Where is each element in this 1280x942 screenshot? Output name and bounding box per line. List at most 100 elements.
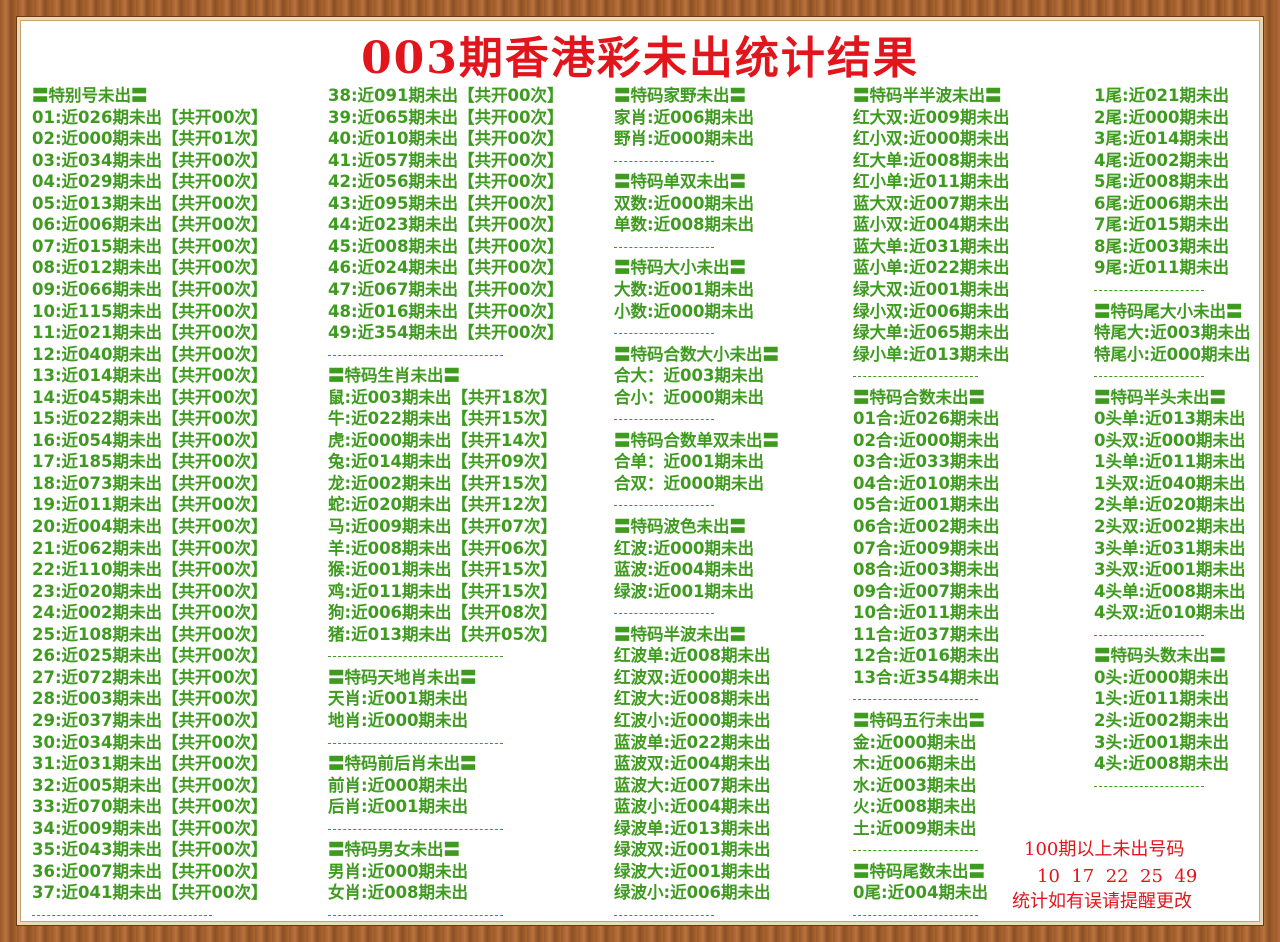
stat-line: 合双：近000期未出 (614, 473, 764, 493)
separator (853, 699, 978, 701)
stat-line: 08合:近003期未出 (853, 560, 1000, 580)
section-heading: 〓特码尾大小未出〓 (1094, 301, 1243, 321)
separator (32, 914, 212, 916)
stat-line: 36:近007期未出【共开00次】 (32, 861, 268, 881)
stat-line: 水:近003期未出 (853, 775, 977, 795)
separator (328, 354, 503, 356)
stat-line: 0头单:近013期未出 (1094, 409, 1246, 429)
stat-line: 34:近009期未出【共开00次】 (32, 818, 268, 838)
separator (614, 333, 714, 335)
stat-line: 16:近054期未出【共开00次】 (32, 430, 268, 450)
stat-line: 8尾:近003期未出 (1094, 236, 1230, 256)
stat-line: 绿大双:近001期未出 (853, 279, 1010, 299)
section-heading: 〓特码合数大小未出〓 (614, 344, 779, 364)
section-heading: 〓特码尾数未出〓 (853, 861, 985, 881)
stat-line: 47:近067期未出【共开00次】 (328, 279, 564, 299)
stat-line: 39:近065期未出【共开00次】 (328, 107, 564, 127)
stat-line: 0尾:近004期未出 (853, 883, 989, 903)
section-heading: 〓特码头数未出〓 (1094, 646, 1226, 666)
stat-line: 4尾:近002期未出 (1094, 150, 1230, 170)
stat-line: 红波单:近008期未出 (614, 646, 771, 666)
stat-line: 2头:近002期未出 (1094, 710, 1230, 730)
stat-line: 羊:近008期未出【共开06次】 (328, 538, 558, 558)
separator (614, 160, 714, 162)
section-heading: 〓特码生肖未出〓 (328, 366, 460, 386)
stat-line: 32:近005期未出【共开00次】 (32, 775, 268, 795)
stat-line: 蛇:近020期未出【共开12次】 (328, 495, 558, 515)
stat-line: 5尾:近008期未出 (1094, 172, 1230, 192)
stat-line: 木:近006期未出 (853, 754, 977, 774)
stat-line: 30:近034期未出【共开00次】 (32, 732, 268, 752)
stat-line: 单数:近008期未出 (614, 215, 755, 235)
stat-line: 08:近012期未出【共开00次】 (32, 258, 268, 278)
stat-line: 03合:近033期未出 (853, 452, 1000, 472)
section-heading: 〓特码家野未出〓 (614, 86, 746, 105)
separator (1094, 376, 1204, 378)
stat-line: 龙:近002期未出【共开15次】 (328, 473, 558, 493)
stat-line: 兔:近014期未出【共开09次】 (328, 452, 558, 472)
note-line: 统计如有误请提醒更改 (1012, 891, 1192, 912)
stat-line: 1头:近011期未出 (1094, 689, 1230, 709)
stat-line: 06合:近002期未出 (853, 517, 1000, 536)
stat-line: 1头双:近040期未出 (1094, 473, 1246, 493)
stat-line: 31:近031期未出【共开00次】 (32, 754, 268, 774)
stat-line: 蓝大双:近007期未出 (853, 193, 1010, 213)
stat-line: 01:近026期未出【共开00次】 (32, 107, 268, 127)
stat-line: 07:近015期未出【共开00次】 (32, 236, 268, 256)
separator (1094, 289, 1204, 291)
stat-line: 24:近002期未出【共开00次】 (32, 603, 268, 623)
stat-line: 红小双:近000期未出 (853, 129, 1010, 149)
stat-line: 家肖:近006期未出 (614, 107, 755, 127)
separator (328, 742, 503, 744)
stat-line: 4头:近008期未出 (1094, 754, 1230, 774)
stat-line: 2头单:近020期未出 (1094, 495, 1246, 515)
stat-line: 03:近034期未出【共开00次】 (32, 150, 268, 170)
stat-line: 29:近037期未出【共开00次】 (32, 710, 268, 730)
stat-line: 48:近016期未出【共开00次】 (328, 301, 564, 321)
stat-line: 46:近024期未出【共开00次】 (328, 258, 564, 278)
stat-line: 绿波单:近013期未出 (614, 818, 771, 838)
stat-line: 2尾:近000期未出 (1094, 107, 1230, 127)
stat-line: 特尾大:近003期未出 (1094, 323, 1251, 343)
stat-line: 09合:近007期未出 (853, 581, 1000, 601)
stat-line: 37:近041期未出【共开00次】 (32, 883, 268, 903)
stat-line: 绿波小:近006期未出 (614, 883, 771, 903)
stat-line: 07合:近009期未出 (853, 538, 1000, 558)
stat-line: 马:近009期未出【共开07次】 (328, 517, 558, 536)
stat-line: 4头双:近010期未出 (1094, 603, 1246, 623)
separator (1094, 634, 1204, 636)
stat-line: 33:近070期未出【共开00次】 (32, 797, 268, 817)
stat-line: 3尾:近014期未出 (1094, 129, 1230, 149)
stat-line: 红大双:近009期未出 (853, 107, 1010, 127)
stat-line: 女肖:近008期未出 (328, 883, 469, 903)
stat-line: 28:近003期未出【共开00次】 (32, 689, 268, 709)
stat-line: 红波:近000期未出 (614, 538, 755, 558)
stat-line: 男肖:近000期未出 (328, 861, 469, 881)
stat-line: 蓝波单:近022期未出 (614, 732, 771, 752)
stat-line: 后肖:近001期未出 (328, 797, 469, 817)
stat-line: 04:近029期未出【共开00次】 (32, 172, 268, 192)
stat-line: 3头双:近001期未出 (1094, 560, 1246, 580)
stat-line: 特尾小:近000期未出 (1094, 344, 1251, 364)
stat-line: 13:近014期未出【共开00次】 (32, 366, 268, 386)
stat-line: 蓝波大:近007期未出 (614, 775, 771, 795)
stat-line: 鸡:近011期未出【共开15次】 (328, 581, 558, 601)
stat-line: 13合:近354期未出 (853, 667, 1000, 687)
stat-line: 21:近062期未出【共开00次】 (32, 538, 268, 558)
stat-line: 22:近110期未出【共开00次】 (32, 560, 268, 580)
stat-line: 05:近013期未出【共开00次】 (32, 193, 268, 213)
stat-line: 17:近185期未出【共开00次】 (32, 452, 268, 472)
stat-line: 02:近000期未出【共开01次】 (32, 129, 268, 149)
separator (853, 914, 978, 916)
stat-line: 牛:近022期未出【共开15次】 (328, 409, 558, 429)
section-heading: 〓特码天地肖未出〓 (328, 667, 477, 687)
stat-line: 44:近023期未出【共开00次】 (328, 215, 564, 235)
stat-line: 11合:近037期未出 (853, 624, 1000, 644)
section-heading: 〓特码半波未出〓 (614, 624, 746, 644)
stat-line: 蓝波小:近004期未出 (614, 797, 771, 817)
stat-line: 04合:近010期未出 (853, 473, 1000, 493)
panel (17, 17, 1263, 925)
stat-line: 38:近091期未出【共开00次】 (328, 86, 564, 105)
stat-line: 蓝波:近004期未出 (614, 560, 755, 580)
stat-line: 1头单:近011期未出 (1094, 452, 1246, 472)
